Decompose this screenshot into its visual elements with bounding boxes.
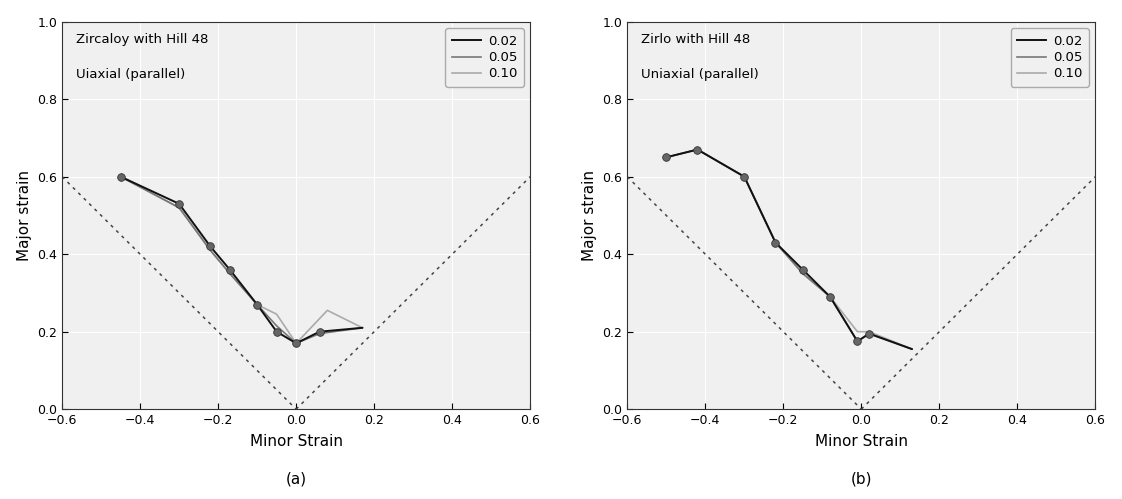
Text: Uniaxial (parallel): Uniaxial (parallel) [642,68,760,81]
Text: Zirlo with Hill 48: Zirlo with Hill 48 [642,33,751,46]
Legend: 0.02, 0.05, 0.10: 0.02, 0.05, 0.10 [445,28,524,87]
Text: (b): (b) [850,471,872,486]
Y-axis label: Major strain: Major strain [582,170,597,261]
Text: Zircaloy with Hill 48: Zircaloy with Hill 48 [76,33,209,46]
Text: (a): (a) [286,471,306,486]
Y-axis label: Major strain: Major strain [17,170,31,261]
X-axis label: Minor Strain: Minor Strain [815,434,908,449]
Legend: 0.02, 0.05, 0.10: 0.02, 0.05, 0.10 [1011,28,1088,87]
Text: Uiaxial (parallel): Uiaxial (parallel) [76,68,185,81]
X-axis label: Minor Strain: Minor Strain [250,434,342,449]
